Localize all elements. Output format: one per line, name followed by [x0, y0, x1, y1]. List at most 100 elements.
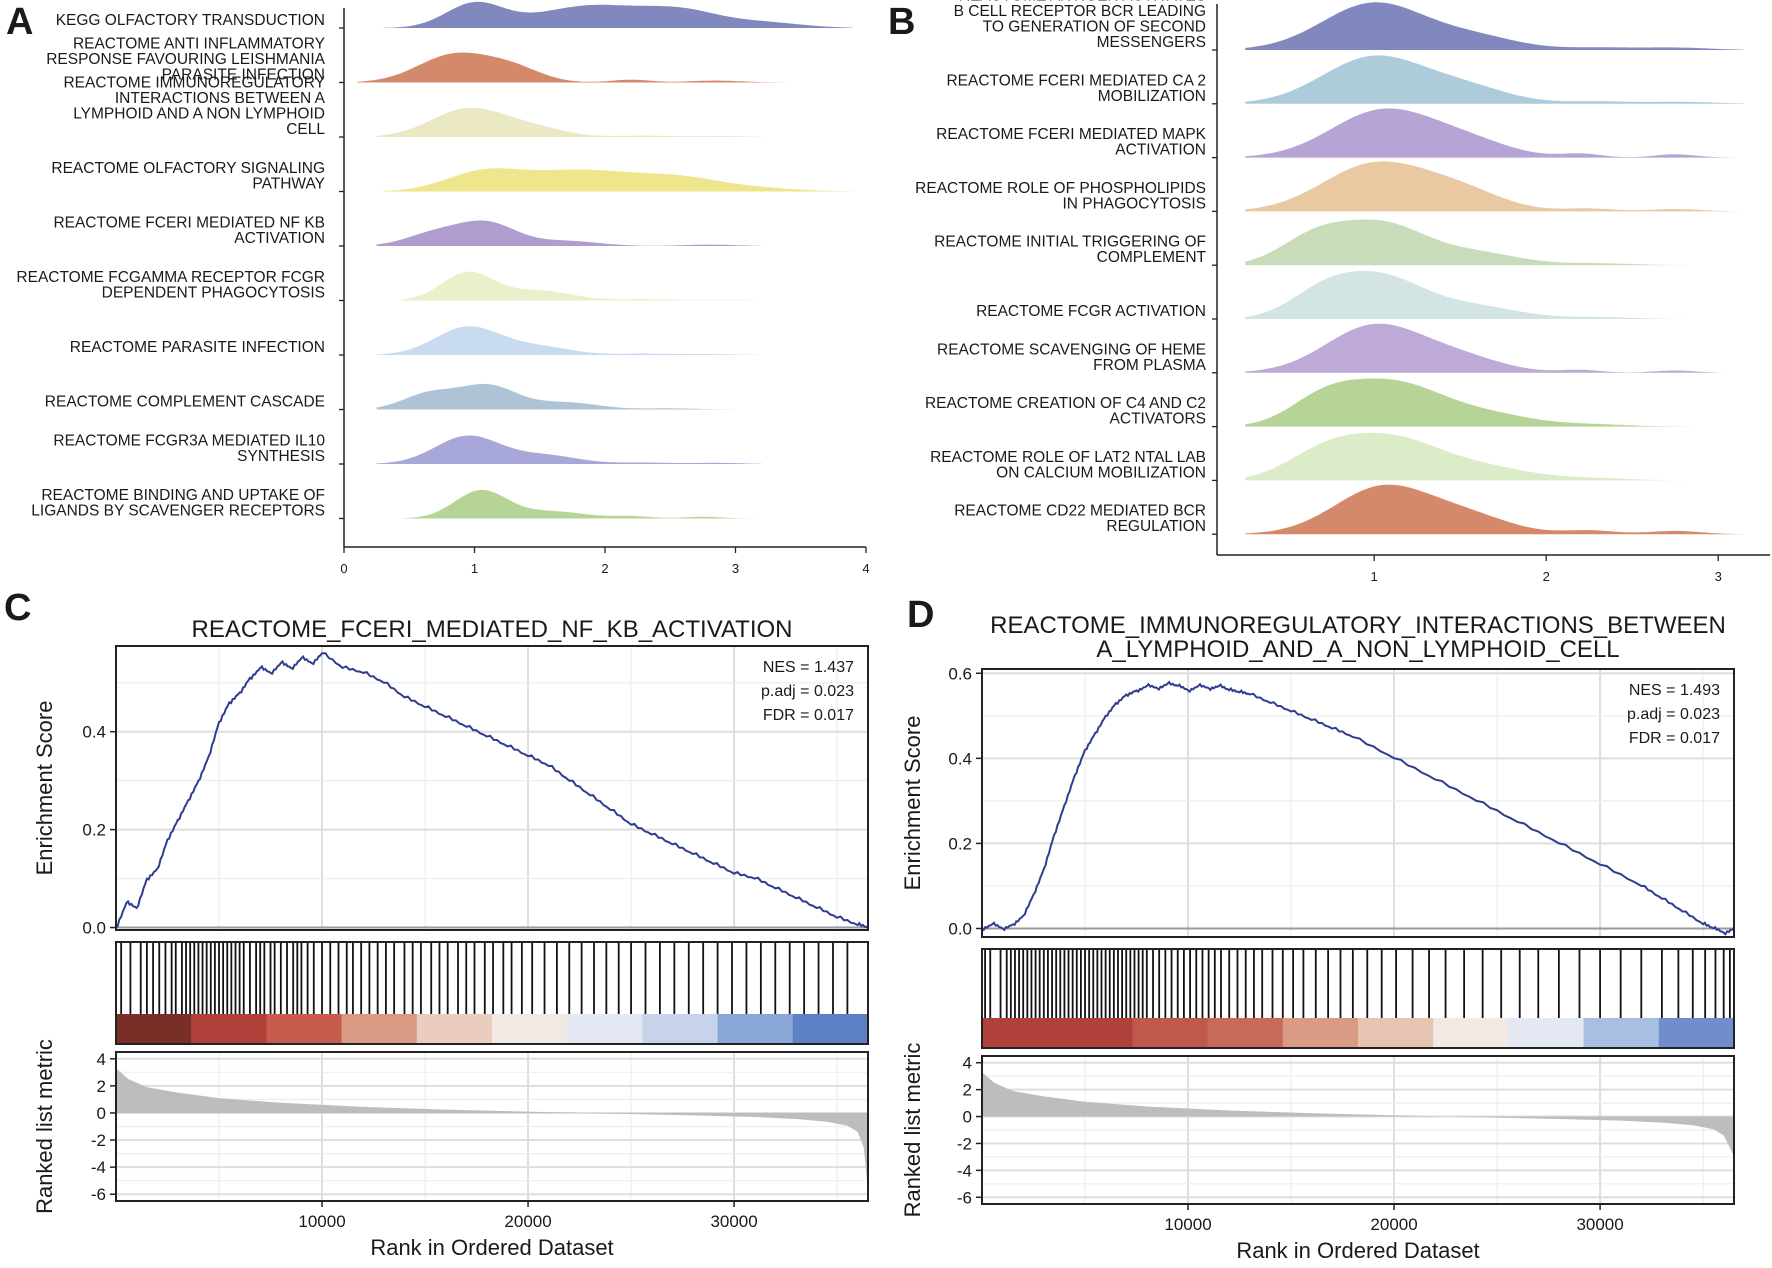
- ridge-label-line: REACTOME FCGR3A MEDIATED IL10: [53, 433, 325, 450]
- ridge-label-line: KEGG OLFACTORY TRANSDUCTION: [56, 12, 325, 29]
- ridge-label-line: MESSENGERS: [1097, 34, 1206, 51]
- metric-y-tick-label: 2: [963, 1081, 972, 1100]
- rank-heat-segment: [1433, 1018, 1509, 1048]
- es-plot-frame: [981, 668, 1735, 938]
- ridge-label-line: REACTOME ROLE OF PHOSPHOLIPIDS: [915, 180, 1206, 197]
- rank-heat-segment: [492, 1014, 568, 1044]
- ridge-label-line: PARASITE INFECTION: [162, 67, 325, 84]
- ridge-density-b-10: [1245, 484, 1744, 535]
- es-y-axis-label: Enrichment Score: [900, 716, 925, 891]
- x-tick-label: 10000: [298, 1212, 345, 1231]
- ridge-label-line: LYMPHOID AND A NON LYMPHOID: [73, 106, 325, 123]
- ridge-label-b-4: REACTOME ROLE OF PHOSPHOLIPIDS IN PHAGOCY…: [915, 180, 1206, 213]
- ridge-label-line: REACTOME FCERI MEDIATED MAPK: [936, 126, 1207, 143]
- es-plot-frame: [115, 645, 869, 931]
- ridge-density-b-3: [1245, 108, 1744, 158]
- ridge-label-line: REACTOME SCAVENGING OF HEME: [937, 341, 1206, 358]
- x-ticks-a: 0 1 2 3 4: [340, 547, 870, 576]
- x-tick-label-a: 2: [601, 561, 608, 576]
- gsea-title-line: REACTOME_IMMUNOREGULATORY_INTERACTIONS_B…: [990, 612, 1726, 639]
- es-running-line: [981, 680, 1735, 936]
- ridge-label-line: REACTOME ROLE OF LAT2 NTAL LAB: [930, 449, 1206, 466]
- ridge-labels-a: KEGG OLFACTORY TRANSDUCTION REACTOME ANTI…: [16, 12, 344, 520]
- ridge-density-b-4: [1245, 161, 1744, 212]
- ridge-label-b-3: REACTOME FCERI MEDIATED MAPK ACTIVATION: [936, 126, 1207, 159]
- ridge-label-line: DEPENDENT PHAGOCYTOSIS: [102, 285, 325, 302]
- es-y-axis-label: Enrichment Score: [32, 701, 57, 876]
- x-tick-label-a: 0: [340, 561, 347, 576]
- x-tick-label-a: 4: [862, 561, 869, 576]
- es-y-tick-label: 0.6: [948, 664, 972, 683]
- ridge-label-line: REACTOME FCGAMMA RECEPTOR FCGR: [16, 269, 325, 286]
- rank-heat-segment: [1207, 1018, 1284, 1048]
- x-tick-label: 30000: [710, 1212, 757, 1231]
- ridge-label-b-9: REACTOME ROLE OF LAT2 NTAL LAB ON CALCIUM…: [930, 449, 1206, 482]
- ridge-density-a-5: [376, 220, 762, 246]
- metric-y-axis-label: Ranked list metric: [900, 1043, 925, 1218]
- rank-heat-segment: [1057, 1018, 1133, 1048]
- es-running-line: [115, 652, 869, 929]
- rank-heat-segment: [1508, 1018, 1585, 1048]
- metric-y-tick-label: -6: [91, 1185, 106, 1204]
- gsea-title-line: REACTOME_FCERI_MEDIATED_NF_KB_ACTIVATION: [192, 616, 793, 643]
- metric-y-tick-label: -4: [957, 1161, 972, 1180]
- ridge-label-line: REACTOME COMPLEMENT CASCADE: [45, 394, 325, 411]
- ridge-label-a-6: REACTOME FCGAMMA RECEPTOR FCGR DEPENDENT …: [16, 269, 325, 302]
- ridge-label-a-1: KEGG OLFACTORY TRANSDUCTION: [56, 12, 325, 29]
- x-tick-label-b: 1: [1371, 569, 1378, 584]
- ridge-density-a-6: [402, 271, 762, 301]
- stat-padj: p.adj = 0.023: [1627, 706, 1720, 723]
- metric-y-tick-label: -6: [957, 1188, 972, 1207]
- ridge-label-line: INTERACTIONS BETWEEN A: [115, 90, 326, 107]
- ridge-density-a-2: [357, 52, 795, 83]
- ridge-label-line: ACTIVATION: [234, 230, 325, 247]
- x-tick-label-a: 1: [471, 561, 478, 576]
- metric-y-tick-label: -2: [91, 1131, 106, 1150]
- ridge-label-a-2: REACTOME ANTI INFLAMMATORY RESPONSE FAVOU…: [46, 36, 325, 84]
- es-plot-background: [982, 669, 1734, 937]
- ridge-density-a-9: [376, 435, 762, 464]
- ridge-label-b-7: REACTOME SCAVENGING OF HEME FROM PLASMA: [937, 341, 1207, 374]
- ridge-label-b-6: REACTOME FCGR ACTIVATION: [976, 303, 1206, 320]
- rank-heat-segment: [717, 1014, 794, 1044]
- ridge-label-line: REACTOME OLFACTORY SIGNALING: [51, 160, 325, 177]
- ridge-density-a-7: [376, 326, 762, 355]
- metric-y-tick-label: -4: [91, 1158, 106, 1177]
- ridge-density-b-5: [1245, 219, 1744, 266]
- rank-heat-segment: [642, 1014, 719, 1044]
- rank-heat-segment: [266, 1014, 343, 1044]
- es-y-tick-label: 0.2: [82, 821, 106, 840]
- rank-heat-segment: [1658, 1018, 1735, 1048]
- ridge-label-line: REACTOME IMMUNOREGULATORY: [63, 75, 325, 92]
- x-tick-label: 20000: [1370, 1215, 1417, 1234]
- ridge-density-a-8: [376, 383, 762, 410]
- ridge-density-b-8: [1245, 378, 1744, 427]
- metric-y-tick-label: 4: [963, 1054, 972, 1073]
- rank-heat-segment: [1282, 1018, 1359, 1048]
- ridge-label-line: RESPONSE FAVOURING LEISHMANIA: [46, 51, 325, 68]
- x-tick-label-b: 3: [1715, 569, 1722, 584]
- ridge-label-line: REACTOME CD22 MEDIATED BCR: [954, 503, 1206, 520]
- ridge-label-line: REGULATION: [1106, 518, 1206, 535]
- metric-y-tick-label: 2: [97, 1077, 106, 1096]
- stat-padj: p.adj = 0.023: [761, 683, 854, 700]
- ridge-label-line: MOBILIZATION: [1098, 88, 1206, 105]
- ridge-label-line: ACTIVATORS: [1110, 411, 1206, 428]
- ridge-density-a-10: [402, 489, 769, 519]
- ridge-label-a-5: REACTOME FCERI MEDIATED NF KB ACTIVATION: [53, 215, 325, 248]
- ridge-label-line: REACTOME CREATION OF C4 AND C2: [925, 395, 1206, 412]
- ridge-label-line: REACTOME INITIAL TRIGGERING OF: [934, 234, 1206, 251]
- ridge-label-a-8: REACTOME COMPLEMENT CASCADE: [45, 394, 325, 411]
- rank-heat-segment: [1358, 1018, 1434, 1048]
- metric-y-tick-label: 4: [97, 1050, 106, 1069]
- ridge-label-line: SYNTHESIS: [237, 448, 325, 465]
- es-y-tick-label: 0.4: [948, 749, 972, 768]
- ridge-density-a-4: [383, 168, 853, 192]
- ridge-label-a-10: REACTOME BINDING AND UPTAKE OF LIGANDS BY…: [31, 487, 325, 520]
- x-tick-label: 20000: [504, 1212, 551, 1231]
- ridge-label-line: B CELL RECEPTOR BCR LEADING: [954, 3, 1206, 20]
- stat-nes: NES = 1.437: [763, 659, 854, 676]
- ridge-label-a-7: REACTOME PARASITE INFECTION: [70, 339, 325, 356]
- es-plot-background: [116, 646, 868, 930]
